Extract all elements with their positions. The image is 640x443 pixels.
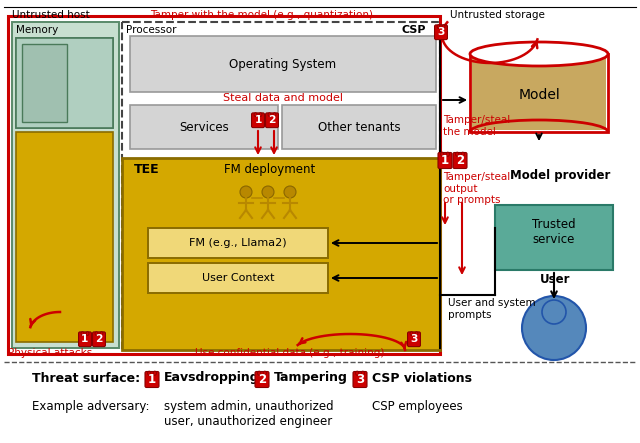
Bar [16,132,113,342]
Circle shape [240,186,252,198]
Ellipse shape [446,152,449,156]
Bar [122,22,440,348]
FancyBboxPatch shape [438,152,452,168]
Text: system admin, unauthorized
user, unauthorized engineer: system admin, unauthorized user, unautho… [164,400,333,428]
Bar [16,38,113,128]
Ellipse shape [148,371,151,375]
Bar [130,105,278,149]
Circle shape [262,186,274,198]
Text: 2: 2 [456,154,464,167]
FancyBboxPatch shape [79,332,92,346]
Text: TEE: TEE [134,163,159,176]
Text: User and system
prompts: User and system prompts [448,298,536,319]
Ellipse shape [461,152,465,156]
Text: 1: 1 [148,373,156,386]
Text: CSP employees: CSP employees [372,400,463,413]
Text: Memory: Memory [16,25,58,35]
FancyBboxPatch shape [252,113,264,128]
Text: User Context: User Context [202,273,275,283]
Ellipse shape [95,332,98,335]
Ellipse shape [472,43,606,65]
Ellipse shape [254,113,257,117]
Text: FM deployment: FM deployment [225,163,316,176]
FancyBboxPatch shape [408,332,420,346]
Ellipse shape [259,113,262,117]
Bar [8,16,440,354]
Ellipse shape [470,42,608,66]
Ellipse shape [410,332,413,335]
FancyBboxPatch shape [435,25,447,39]
Circle shape [284,186,296,198]
Ellipse shape [415,332,418,335]
Ellipse shape [100,332,103,335]
Ellipse shape [257,371,261,375]
Text: Services: Services [179,120,229,133]
Ellipse shape [456,152,459,156]
Ellipse shape [268,113,271,117]
Ellipse shape [86,332,89,335]
Ellipse shape [356,371,359,375]
Bar [148,263,328,293]
Text: Trusted: Trusted [532,218,576,230]
FancyBboxPatch shape [145,372,159,388]
FancyBboxPatch shape [353,372,367,388]
Ellipse shape [442,25,445,28]
Ellipse shape [153,371,156,375]
Text: 1: 1 [81,334,89,344]
Text: Untrusted host: Untrusted host [12,10,90,20]
Text: 2: 2 [268,115,276,125]
Text: 2: 2 [258,373,266,386]
FancyBboxPatch shape [93,332,106,346]
Bar [122,158,440,350]
Text: 2: 2 [95,334,102,344]
FancyBboxPatch shape [453,152,467,168]
Text: 1: 1 [254,115,262,125]
Text: Untrusted storage: Untrusted storage [450,10,545,20]
Text: Threat surface:: Threat surface: [32,372,140,385]
Text: Model: Model [518,88,560,102]
Bar [148,228,328,258]
Bar [472,55,606,130]
Text: Tampering: Tampering [274,372,348,385]
Text: 3: 3 [356,373,364,386]
Text: Operating System: Operating System [229,58,337,70]
Ellipse shape [81,332,84,335]
Text: Physical attacks: Physical attacks [8,348,92,358]
Text: FM (e.g., Llama2): FM (e.g., Llama2) [189,238,287,248]
Circle shape [542,300,566,324]
Text: CSP: CSP [402,25,426,35]
Text: Other tenants: Other tenants [317,120,400,133]
Circle shape [522,296,586,360]
Text: Processor: Processor [126,25,177,35]
Text: User: User [540,273,570,286]
Bar [470,54,608,132]
Ellipse shape [273,113,276,117]
Ellipse shape [440,152,444,156]
Text: 1: 1 [441,154,449,167]
Bar [22,44,67,122]
Text: Tamper/steal
the model: Tamper/steal the model [443,115,510,136]
Text: Eavsdropping: Eavsdropping [164,372,260,385]
Text: Tamper/steal
output
or prompts: Tamper/steal output or prompts [443,172,510,205]
Text: service: service [533,233,575,245]
Bar [495,205,613,270]
Text: Steal data and model: Steal data and model [223,93,343,103]
Text: Tamper with the model (e.g., quantization): Tamper with the model (e.g., quantizatio… [150,10,373,20]
Bar [16,38,113,128]
FancyBboxPatch shape [255,372,269,388]
Bar [12,22,119,348]
FancyBboxPatch shape [266,113,278,128]
Ellipse shape [361,371,364,375]
Text: Example adversary:: Example adversary: [32,400,150,413]
Text: Model provider: Model provider [510,168,610,182]
Bar [282,105,436,149]
Ellipse shape [437,25,440,28]
Text: 3: 3 [437,27,445,37]
Text: 3: 3 [410,334,418,344]
Ellipse shape [263,371,266,375]
Text: CSP violations: CSP violations [372,372,472,385]
Text: Use confidential data (e.g., training): Use confidential data (e.g., training) [195,348,385,358]
Bar [130,36,436,92]
